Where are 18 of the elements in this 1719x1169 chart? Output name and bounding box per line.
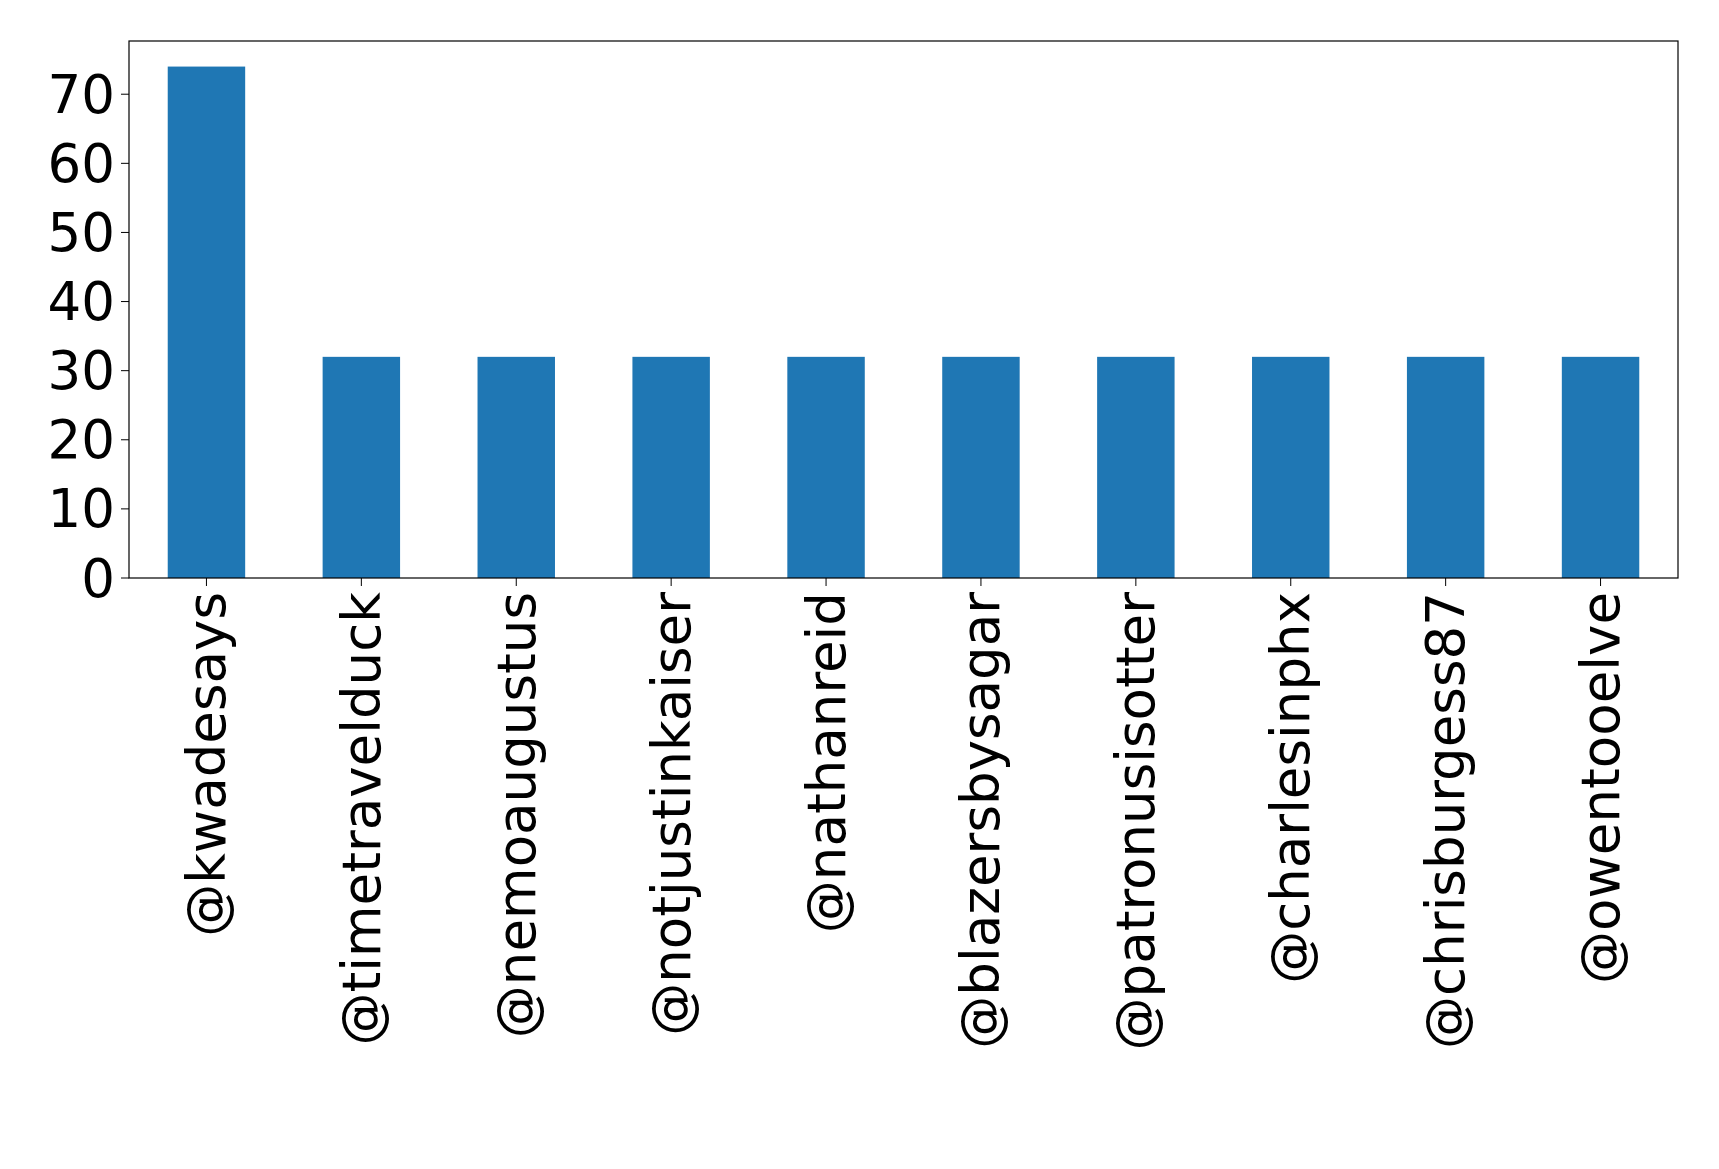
y-tick-label: 40: [47, 271, 115, 333]
x-tick-label: @nathanreid: [795, 592, 857, 934]
x-tick-label: @nemoaugustus: [485, 592, 547, 1039]
x-tick-label: @patronusisotter: [1105, 591, 1167, 1051]
x-tick-label: @kwadesays: [175, 592, 237, 937]
x-tick-label: @owentooelve: [1570, 592, 1632, 984]
x-tick-label: @blazersbysagar: [950, 591, 1012, 1049]
y-tick-label: 50: [47, 201, 115, 263]
y-tick-label: 10: [47, 478, 115, 540]
x-tick-label: @notjustinkaiser: [640, 591, 702, 1036]
y-tick-label: 30: [47, 340, 115, 402]
y-tick-label: 20: [47, 409, 115, 471]
y-tick-label: 70: [47, 63, 115, 125]
x-tick-label: @timetravelduck: [330, 591, 392, 1046]
x-tick-label: @chrisburgess87: [1415, 592, 1477, 1049]
x-tick-label: @charlesinphx: [1260, 592, 1322, 984]
y-tick-label: 0: [81, 547, 115, 609]
y-tick-label: 60: [47, 132, 115, 194]
